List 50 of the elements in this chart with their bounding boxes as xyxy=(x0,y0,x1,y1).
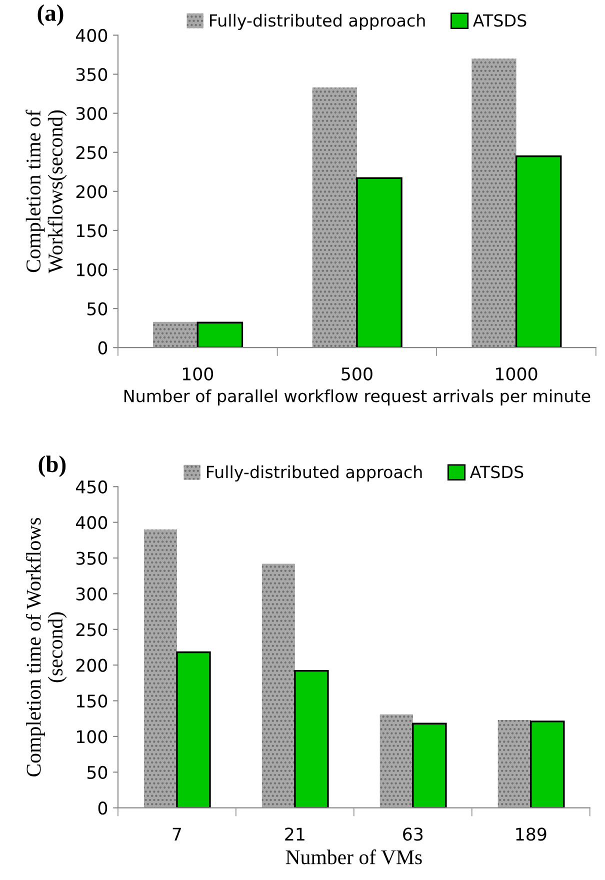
x-axis-title: Number of parallel workflow request arrivals per minute xyxy=(124,389,590,406)
bar xyxy=(176,651,211,808)
y-tick-label: 300 xyxy=(76,587,108,601)
y-tick-label: 100 xyxy=(77,730,108,744)
x-tick-label: 1000 xyxy=(496,367,538,380)
chart-title: (a) xyxy=(38,4,64,26)
bar xyxy=(412,722,447,808)
bar xyxy=(153,322,198,348)
y-tick-label: 150 xyxy=(77,224,108,238)
chart-title: (b) xyxy=(38,456,66,478)
x-tick-label: 189 xyxy=(516,828,546,841)
bar xyxy=(356,177,402,348)
x-tick-label: 7 xyxy=(172,828,181,840)
x-tick-label: 100 xyxy=(182,367,214,380)
y-tick-label: 100 xyxy=(77,263,108,276)
y-tick-label: 350 xyxy=(76,68,108,82)
legend-label: Fully-distributed approach xyxy=(210,14,425,30)
y-tick-label: 350 xyxy=(76,552,108,565)
y-tick-label: 0 xyxy=(98,341,108,354)
x-tick-label: 21 xyxy=(285,828,304,840)
bar xyxy=(312,88,357,348)
x-tick-label: 500 xyxy=(342,367,372,380)
y-tick-label: 50 xyxy=(88,766,108,779)
y-tick-label: 400 xyxy=(76,516,108,530)
y-tick-label: 450 xyxy=(76,480,108,494)
y-tick-label: 0 xyxy=(98,802,108,815)
y-tick-label: 150 xyxy=(77,694,108,708)
bar xyxy=(144,529,177,808)
bar xyxy=(472,58,516,348)
y-tick-label: 250 xyxy=(76,623,108,636)
legend-label: Fully-distributed approach xyxy=(207,465,422,482)
y-axis-title: Completion time of Workflows (second) xyxy=(26,518,67,776)
y-tick-label: 200 xyxy=(76,185,108,198)
y-tick-label: 250 xyxy=(76,146,108,160)
x-tick-label: 63 xyxy=(403,828,423,841)
bar xyxy=(498,720,531,808)
bar xyxy=(530,720,565,808)
bar xyxy=(262,564,295,808)
bar xyxy=(294,670,329,808)
y-tick-label: 200 xyxy=(76,658,108,672)
y-axis-title: Completion time of Workflows(second) xyxy=(26,110,67,274)
x-axis-title: Number of VMs xyxy=(286,849,422,864)
legend-label: ATSDS xyxy=(470,466,524,478)
bar xyxy=(380,714,413,808)
legend-label: ATSDS xyxy=(473,14,526,27)
y-tick-label: 300 xyxy=(76,107,108,120)
bar xyxy=(196,322,244,348)
y-tick-label: 400 xyxy=(76,28,108,42)
y-tick-label: 50 xyxy=(88,302,108,316)
bar xyxy=(515,155,562,348)
